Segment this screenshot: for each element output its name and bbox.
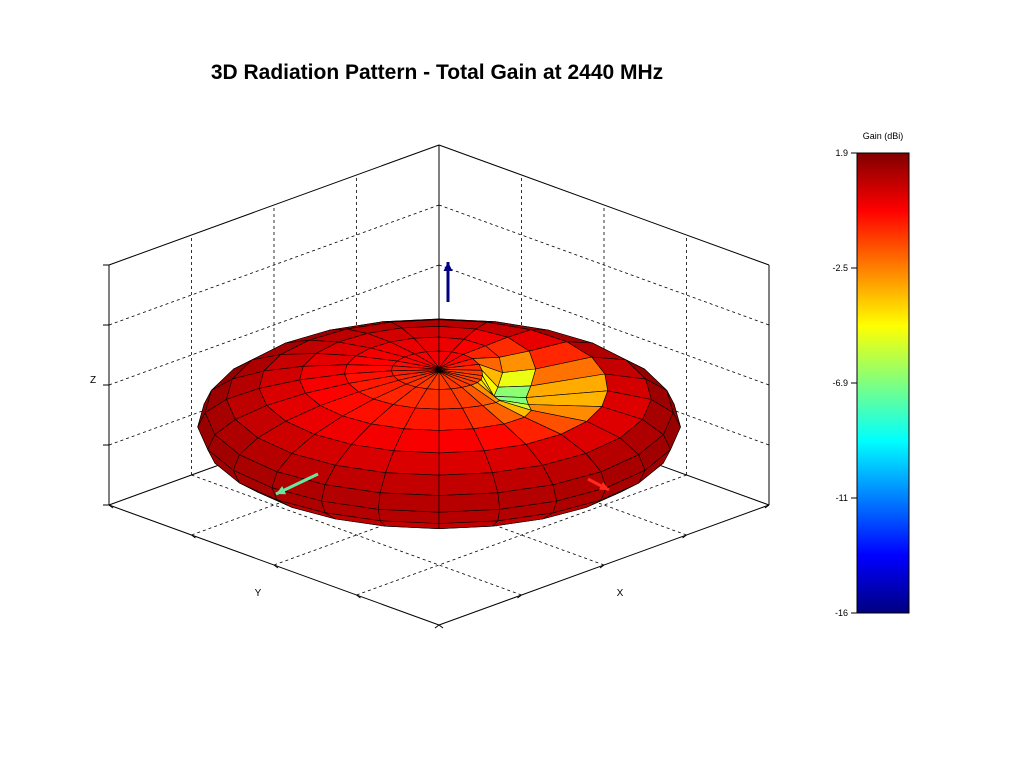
floor-grid-line	[191, 474, 522, 596]
tick-mark	[682, 534, 687, 539]
tick-mark	[517, 594, 522, 599]
colorbar-tick-label: -2.5	[832, 263, 848, 273]
x-axis-arrow-head	[598, 481, 609, 490]
wall-grid-line	[438, 264, 770, 386]
y-axis-arrow-head	[276, 486, 287, 495]
colorbar-tick-label: -11	[836, 493, 848, 503]
z-axis-arrow-head	[443, 262, 453, 271]
tick-mark	[108, 504, 114, 509]
surface-patch	[377, 492, 440, 513]
surface-patch	[438, 450, 493, 476]
tick-mark	[599, 564, 605, 569]
box-edge	[108, 144, 440, 266]
z-axis-label: Z	[90, 375, 96, 386]
x-axis-label: X	[617, 588, 624, 599]
wall-grid-line	[438, 204, 770, 326]
surface-patch	[379, 472, 440, 496]
tick-mark	[438, 624, 444, 629]
colorbar-ticks: 1.9 -2.5 -6.9 -11 -16	[832, 148, 857, 618]
surface-patch	[493, 385, 532, 398]
colorbar-tick-label: 1.9	[835, 148, 848, 158]
tick-mark	[764, 504, 770, 509]
tick-mark	[191, 534, 196, 539]
colorbar-tick-label: -16	[835, 608, 848, 618]
surface-patch	[438, 492, 501, 513]
wall-grid-line	[108, 204, 440, 326]
surface-patch	[438, 472, 499, 496]
box-edge	[438, 144, 770, 266]
chart-title: 3D Radiation Pattern - Total Gain at 244…	[211, 61, 663, 84]
floor-grid-line	[356, 474, 687, 596]
colorbar-tick-label: -6.9	[832, 378, 848, 388]
tick-mark	[356, 594, 361, 599]
surface-patch	[385, 450, 440, 476]
y-axis-label: Y	[255, 588, 262, 599]
colorbar	[856, 152, 910, 614]
radiation-surface	[197, 318, 681, 530]
tick-mark	[273, 564, 279, 569]
wall-grid-line	[108, 264, 440, 386]
tick-mark	[434, 624, 440, 629]
colorbar-title: Gain (dBi)	[863, 131, 904, 141]
axis-arrows	[275, 262, 610, 496]
